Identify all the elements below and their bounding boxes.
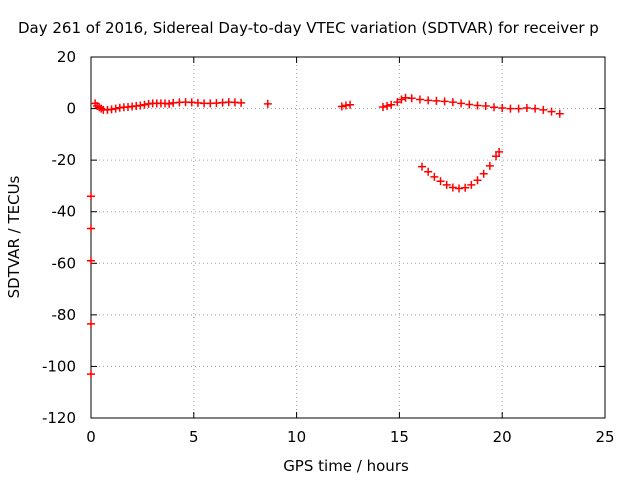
data-point (337, 102, 346, 111)
y-tick-label: -120 (42, 409, 76, 427)
data-point (111, 104, 120, 113)
data-point (424, 167, 433, 176)
data-point (407, 94, 416, 103)
y-axis-label: SDTVAR / TECUs (5, 175, 23, 298)
x-tick-label: 25 (595, 428, 614, 446)
x-tick-label: 20 (493, 428, 512, 446)
data-point (87, 192, 95, 201)
data-point (415, 95, 424, 104)
x-axis: 0 5 10 15 20 25 (86, 57, 615, 446)
data-point (495, 147, 504, 156)
data-point (457, 99, 466, 108)
data-point (436, 177, 445, 186)
data-point (481, 101, 490, 110)
y-axis: 20 0 -20 -40 -60 -80 -100 -120 (42, 48, 605, 427)
data-point (387, 100, 396, 109)
data-point (378, 103, 387, 112)
data-point (430, 172, 439, 181)
data-point (473, 176, 482, 185)
data-point (424, 96, 433, 105)
data-point (498, 104, 507, 113)
data-point (237, 98, 246, 107)
data-point (473, 101, 482, 110)
data-point (393, 98, 402, 107)
data-point (448, 183, 457, 192)
data-point (440, 97, 449, 106)
x-tick-label: 0 (86, 428, 96, 446)
data-point (485, 161, 494, 170)
data-point (467, 180, 476, 189)
data-point (397, 95, 406, 104)
data-point (489, 103, 498, 112)
data-point (432, 96, 441, 105)
data-point (531, 104, 540, 113)
data-point (465, 100, 474, 109)
data-points (87, 93, 564, 379)
data-point (506, 104, 515, 113)
x-tick-label: 5 (189, 428, 199, 446)
y-tick-label: 0 (66, 100, 76, 118)
data-point (107, 105, 116, 114)
data-point (346, 100, 355, 109)
data-point (87, 370, 95, 379)
y-tick-label: -20 (52, 151, 77, 169)
data-point (140, 100, 149, 109)
data-point (461, 183, 470, 192)
data-point (87, 256, 95, 265)
y-tick-label: -100 (42, 357, 76, 375)
y-tick-label: -40 (52, 203, 77, 221)
grid (91, 57, 605, 418)
data-point (418, 162, 427, 171)
data-point (539, 105, 548, 114)
data-point (383, 101, 392, 110)
chart-title: Day 261 of 2016, Sidereal Day-to-day VTE… (18, 19, 599, 37)
y-tick-label: -60 (52, 254, 77, 272)
y-tick-label: 20 (57, 48, 76, 66)
x-tick-label: 15 (390, 428, 409, 446)
data-point (479, 169, 488, 178)
plot-frame (90, 56, 606, 419)
data-point (263, 99, 272, 108)
data-point (87, 319, 95, 328)
data-point (514, 104, 523, 113)
y-tick-label: -80 (52, 306, 77, 324)
data-point (555, 109, 564, 118)
data-point (522, 104, 531, 113)
data-point (455, 184, 464, 193)
data-point (136, 101, 145, 110)
data-point (341, 101, 350, 110)
data-point (547, 107, 556, 116)
data-point (448, 98, 457, 107)
x-tick-label: 10 (287, 428, 306, 446)
data-point (442, 180, 451, 189)
data-point (492, 152, 501, 161)
data-point (87, 224, 95, 233)
data-point (165, 99, 174, 108)
x-axis-label: GPS time / hours (283, 457, 409, 475)
